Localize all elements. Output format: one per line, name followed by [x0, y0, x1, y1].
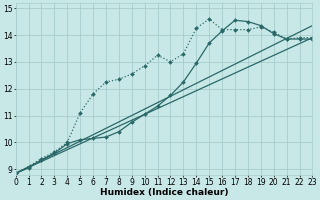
- X-axis label: Humidex (Indice chaleur): Humidex (Indice chaleur): [100, 188, 228, 197]
